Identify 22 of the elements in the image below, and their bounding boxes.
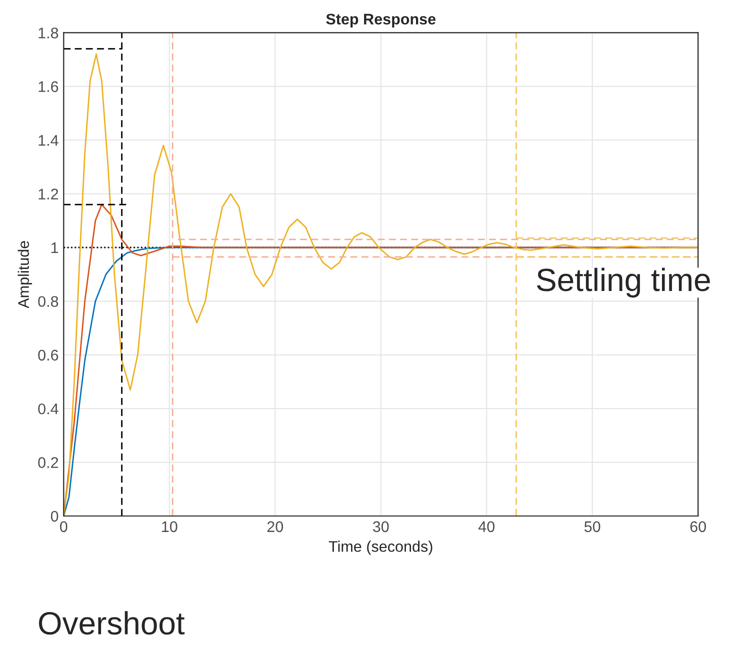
y-tick-label: 1	[51, 242, 58, 254]
y-tick-label: 1.6	[38, 81, 58, 92]
y-tick-label: 0.4	[38, 403, 58, 414]
y-tick-label: 0.6	[38, 350, 58, 361]
x-tick-label: 60	[690, 521, 706, 532]
y-tick-label: 1.8	[38, 28, 58, 38]
text: Overshoot	[38, 611, 185, 635]
y-axis-title: Amplitude	[18, 241, 32, 308]
annotation: Settling time	[536, 268, 710, 298]
y-tick-label: 0.2	[38, 457, 58, 468]
x-tick-label: 40	[478, 521, 494, 532]
x-tick-label: 10	[162, 521, 178, 532]
x-axis-title: Time (seconds)	[328, 540, 432, 555]
chart-title: Step Response	[326, 14, 436, 28]
x-tick-label: 50	[584, 521, 600, 532]
y-tick-label: 1.4	[38, 135, 58, 146]
x-tick-label: 30	[372, 521, 389, 532]
x-tick-label: 20	[267, 521, 284, 532]
y-tick-label: 1.2	[38, 188, 58, 200]
y-tick-label: 0	[50, 510, 58, 522]
x-tick-label: 0	[60, 521, 68, 532]
y-tick-label: 0.8	[38, 296, 58, 307]
